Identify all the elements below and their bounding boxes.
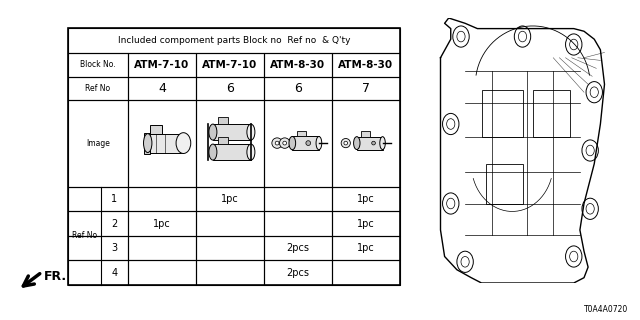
- Bar: [264, 260, 332, 285]
- Bar: [196, 187, 264, 211]
- Text: Included compoment parts Block no  Ref no  & Q'ty: Included compoment parts Block no Ref no…: [118, 36, 350, 45]
- Ellipse shape: [380, 137, 385, 149]
- Bar: [150, 125, 163, 134]
- Text: 1pc: 1pc: [221, 194, 239, 204]
- Bar: [68, 77, 128, 100]
- Text: 1: 1: [111, 194, 118, 204]
- Bar: [196, 236, 264, 260]
- Bar: [332, 100, 400, 187]
- Text: 2pcs: 2pcs: [287, 243, 310, 253]
- Bar: [68, 260, 128, 285]
- Text: 1pc: 1pc: [357, 194, 375, 204]
- Ellipse shape: [209, 144, 217, 160]
- Bar: [128, 260, 196, 285]
- Text: 2pcs: 2pcs: [287, 268, 310, 278]
- Circle shape: [341, 139, 350, 148]
- Bar: [332, 52, 400, 77]
- Text: 6: 6: [294, 82, 302, 95]
- Bar: [264, 100, 332, 187]
- Ellipse shape: [176, 133, 191, 154]
- Bar: [196, 211, 264, 236]
- Bar: [332, 260, 400, 285]
- Ellipse shape: [143, 134, 152, 153]
- Bar: [196, 100, 264, 187]
- Bar: [68, 28, 400, 285]
- Bar: [148, 134, 184, 153]
- Bar: [196, 260, 264, 285]
- Bar: [68, 211, 128, 236]
- Bar: [297, 131, 306, 136]
- Bar: [128, 187, 196, 211]
- Bar: [292, 136, 319, 150]
- Bar: [128, 211, 196, 236]
- Circle shape: [344, 141, 348, 145]
- Bar: [481, 90, 522, 137]
- Bar: [68, 187, 128, 211]
- Text: FR.: FR.: [44, 270, 67, 284]
- Circle shape: [306, 141, 310, 146]
- Bar: [213, 144, 251, 160]
- Circle shape: [275, 141, 279, 145]
- Bar: [218, 137, 228, 144]
- Bar: [264, 236, 332, 260]
- Text: ATM-8-30: ATM-8-30: [271, 60, 326, 70]
- Text: 6: 6: [226, 82, 234, 95]
- Text: Block No.: Block No.: [80, 60, 116, 69]
- Bar: [68, 28, 400, 52]
- Text: 4: 4: [111, 268, 118, 278]
- Text: Image: Image: [86, 139, 110, 148]
- Bar: [332, 211, 400, 236]
- Bar: [332, 187, 400, 211]
- Bar: [68, 52, 128, 77]
- Bar: [128, 77, 196, 100]
- Ellipse shape: [247, 144, 255, 160]
- Bar: [264, 187, 332, 211]
- Circle shape: [283, 141, 287, 145]
- Bar: [68, 100, 128, 187]
- Bar: [486, 164, 522, 204]
- Text: T0A4A0720: T0A4A0720: [584, 305, 628, 314]
- Ellipse shape: [247, 124, 255, 140]
- Ellipse shape: [209, 124, 217, 140]
- Bar: [218, 117, 228, 124]
- Text: 1pc: 1pc: [357, 243, 375, 253]
- Text: 2: 2: [111, 219, 118, 228]
- Bar: [357, 137, 383, 149]
- Circle shape: [272, 138, 282, 148]
- Text: 1pc: 1pc: [357, 219, 375, 228]
- Text: 1pc: 1pc: [153, 219, 171, 228]
- Text: Ref No: Ref No: [85, 84, 111, 93]
- Text: ATM-8-30: ATM-8-30: [339, 60, 394, 70]
- Bar: [264, 77, 332, 100]
- Bar: [128, 100, 196, 187]
- Bar: [128, 236, 196, 260]
- Bar: [264, 211, 332, 236]
- Text: ATM-7-10: ATM-7-10: [134, 60, 189, 70]
- Bar: [196, 52, 264, 77]
- Circle shape: [280, 138, 290, 148]
- Bar: [332, 77, 400, 100]
- Bar: [532, 90, 570, 137]
- Text: ATM-7-10: ATM-7-10: [202, 60, 258, 70]
- Bar: [264, 52, 332, 77]
- Ellipse shape: [289, 136, 296, 150]
- Bar: [128, 52, 196, 77]
- Circle shape: [372, 141, 376, 145]
- Bar: [143, 132, 150, 154]
- Text: 4: 4: [158, 82, 166, 95]
- Text: 3: 3: [111, 243, 118, 253]
- Bar: [68, 236, 128, 260]
- Text: Ref No: Ref No: [72, 231, 97, 240]
- Text: 7: 7: [362, 82, 370, 95]
- Bar: [213, 124, 251, 140]
- Bar: [332, 236, 400, 260]
- Ellipse shape: [316, 136, 322, 150]
- Ellipse shape: [353, 137, 360, 149]
- Bar: [196, 77, 264, 100]
- Bar: [362, 131, 370, 137]
